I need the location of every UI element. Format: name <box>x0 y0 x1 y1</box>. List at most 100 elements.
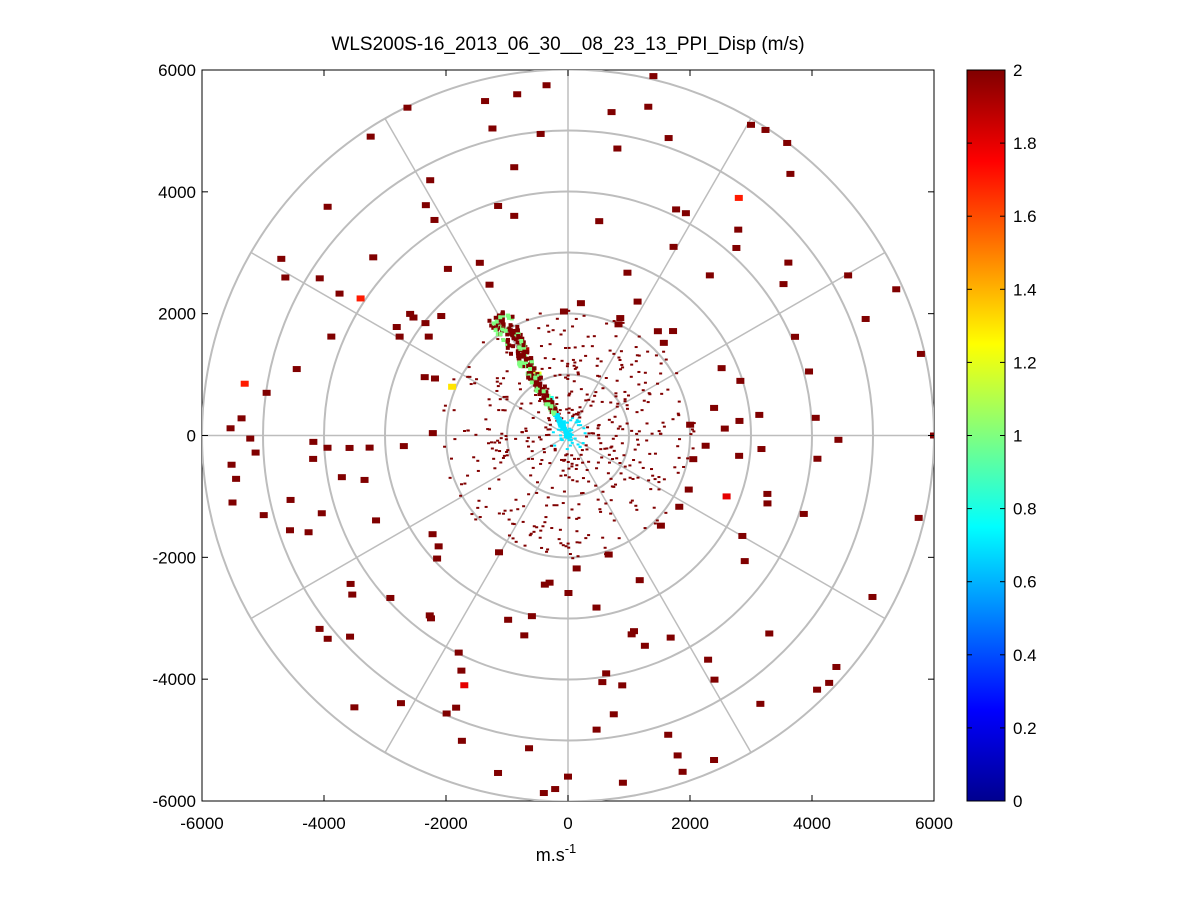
velocity-point <box>645 422 649 425</box>
velocity-point <box>585 448 589 451</box>
velocity-point <box>507 518 511 521</box>
velocity-point <box>779 281 788 288</box>
velocity-point <box>575 480 579 483</box>
velocity-point <box>520 336 525 341</box>
velocity-point <box>421 320 430 327</box>
velocity-point <box>791 333 800 340</box>
velocity-point <box>647 479 651 482</box>
velocity-point <box>512 523 516 526</box>
y-tick-label: -4000 <box>153 670 196 689</box>
velocity-point <box>615 379 619 382</box>
velocity-point <box>574 317 578 320</box>
velocity-point <box>504 616 513 623</box>
velocity-point <box>643 371 647 374</box>
velocity-point <box>474 518 478 521</box>
velocity-point <box>662 478 666 481</box>
colorbar-tick-label: 0.2 <box>1013 719 1037 738</box>
velocity-point <box>601 536 605 539</box>
velocity-point <box>612 320 616 323</box>
velocity-point <box>500 327 505 332</box>
velocity-point <box>504 434 508 437</box>
velocity-point <box>323 203 332 210</box>
velocity-point <box>505 450 509 453</box>
velocity-point <box>686 457 690 460</box>
velocity-point <box>527 613 536 620</box>
radial-spoke <box>384 435 569 753</box>
velocity-point <box>240 380 249 387</box>
velocity-point <box>567 407 571 410</box>
velocity-point <box>649 488 653 491</box>
velocity-point <box>653 452 657 455</box>
velocity-point <box>560 359 564 362</box>
velocity-point <box>536 374 541 379</box>
velocity-point <box>558 422 563 427</box>
velocity-point <box>529 370 534 375</box>
velocity-point <box>498 441 502 444</box>
velocity-point <box>720 425 729 432</box>
velocity-point <box>548 343 552 346</box>
x-tick-label: -2000 <box>424 814 467 833</box>
velocity-point <box>581 345 585 348</box>
velocity-point <box>232 475 241 482</box>
velocity-point <box>443 445 447 448</box>
velocity-point <box>365 444 374 451</box>
velocity-point <box>531 416 535 419</box>
velocity-point <box>596 357 600 360</box>
velocity-point <box>675 503 684 510</box>
polar-grid <box>202 70 934 801</box>
velocity-point <box>659 339 668 346</box>
velocity-point <box>595 218 604 225</box>
velocity-point <box>516 508 520 511</box>
velocity-point <box>460 483 464 486</box>
velocity-point <box>567 467 571 470</box>
velocity-point <box>538 389 543 394</box>
velocity-point <box>609 401 613 404</box>
velocity-point <box>237 415 246 422</box>
colorbar-tick-label: 0.4 <box>1013 646 1037 665</box>
velocity-point <box>543 521 547 524</box>
velocity-point <box>623 398 627 401</box>
velocity-point <box>366 133 375 140</box>
velocity-point <box>672 206 681 213</box>
velocity-point <box>618 779 627 786</box>
velocity-point <box>575 464 579 467</box>
velocity-point <box>580 410 584 413</box>
velocity-point <box>541 395 546 400</box>
velocity-point <box>638 461 642 464</box>
velocity-point <box>510 164 519 171</box>
velocity-point <box>522 349 527 354</box>
velocity-point <box>607 461 611 464</box>
velocity-point <box>538 400 542 403</box>
velocity-point <box>514 437 518 440</box>
velocity-point <box>577 503 581 506</box>
velocity-point <box>525 349 530 354</box>
velocity-point <box>539 438 543 441</box>
velocity-point <box>640 642 649 649</box>
velocity-point <box>505 345 510 350</box>
velocity-point <box>475 378 479 381</box>
velocity-point <box>655 519 659 522</box>
velocity-point <box>570 454 574 457</box>
velocity-point <box>547 330 551 333</box>
velocity-point <box>421 202 430 209</box>
velocity-point <box>552 358 556 361</box>
velocity-point <box>562 490 566 493</box>
velocity-point <box>596 427 600 430</box>
velocity-point <box>579 492 583 495</box>
velocity-point <box>654 354 658 357</box>
velocity-point <box>522 505 526 508</box>
velocity-point <box>523 544 527 547</box>
velocity-point <box>567 309 571 312</box>
velocity-point <box>592 726 601 733</box>
velocity-point <box>527 445 531 448</box>
velocity-point <box>763 490 772 497</box>
velocity-point <box>573 361 577 364</box>
velocity-point <box>763 500 772 507</box>
velocity-point <box>540 546 544 549</box>
velocity-point <box>495 389 499 392</box>
velocity-point <box>813 686 822 693</box>
velocity-point <box>621 428 625 431</box>
velocity-point <box>546 428 550 431</box>
velocity-point <box>585 435 589 438</box>
velocity-point <box>592 335 596 338</box>
